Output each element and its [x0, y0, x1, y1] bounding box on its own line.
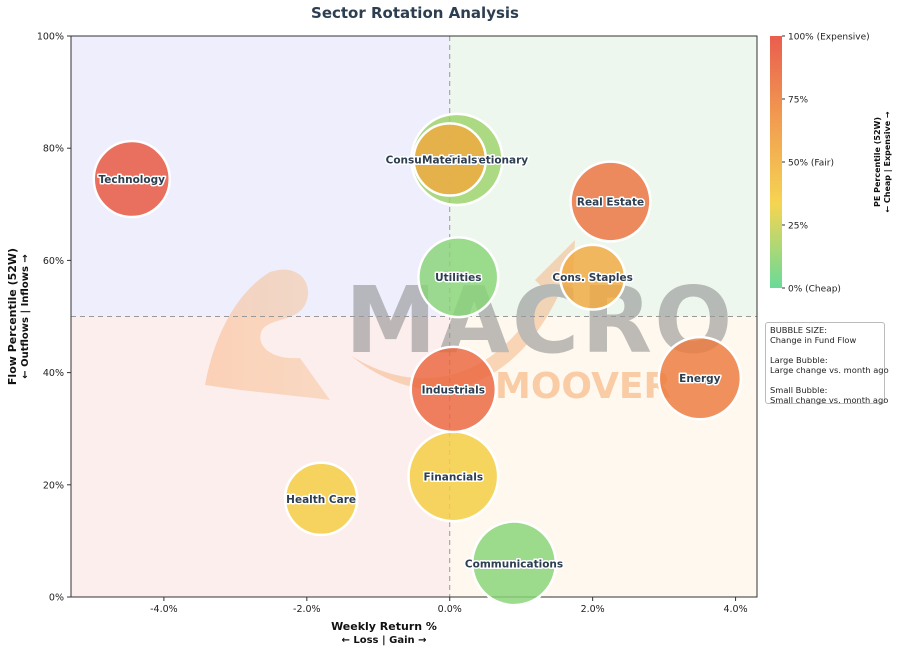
size-legend-large-desc: Large change vs. month ago — [770, 365, 889, 375]
x-tick-label: -2.0% — [293, 604, 321, 615]
y-axis-sublabel: ← Outflows | Inflows → — [20, 254, 31, 379]
pe-colorbar: 100% (Expensive) 75% 50% (Fair) 25% 0% (Chea… — [770, 33, 892, 295]
bubble-label: Materials — [422, 154, 477, 166]
watermark-arrow-icon — [350, 240, 575, 390]
bubble-point — [559, 243, 627, 311]
y-tick-label: 60% — [43, 256, 64, 267]
bubble-label: Financials — [424, 471, 484, 483]
bubble-point — [92, 139, 171, 219]
bubble-label: Industrials — [422, 384, 485, 396]
colorbar-sublabel: ← Cheap | Expensive → — [883, 111, 892, 213]
y-tick-label: 100% — [37, 32, 64, 43]
bubble-point — [657, 335, 743, 421]
bubble-size-legend: BUBBLE SIZE: Change in Fund Flow Large B… — [765, 322, 889, 405]
colorbar-tick-label: 0% (Cheap) — [788, 285, 841, 295]
bubble-label: Health Care — [286, 494, 356, 506]
colorbar-tick-label: 25% — [788, 222, 808, 232]
bubble-point — [409, 345, 498, 434]
bubble-label: Real Estate — [577, 196, 644, 208]
chart-title: Sector Rotation Analysis — [311, 4, 519, 22]
bubble-label: Energy — [679, 373, 720, 385]
bubble-point — [283, 461, 359, 537]
y-tick-label: 80% — [43, 144, 64, 155]
colorbar-gradient — [770, 36, 782, 288]
y-tick-label: 20% — [43, 480, 64, 491]
size-legend-small-title: Small Bubble: — [770, 385, 828, 395]
bubble-label: Cons. Staples — [552, 272, 632, 284]
watermark-bull-icon — [205, 269, 330, 400]
bubble-labels: Technology Consumer DiscretionaryMaterial… — [97, 153, 722, 572]
y-axis-label: Flow Percentile (52W) — [6, 248, 19, 385]
x-tick-label: -4.0% — [150, 604, 178, 615]
x-tick-label: 2.0% — [581, 604, 605, 615]
bubble-point — [569, 160, 652, 243]
bubble-point — [412, 122, 488, 197]
x-tick-label: 4.0% — [723, 604, 747, 615]
y-tick-label: 0% — [49, 593, 64, 604]
y-tick-label: 40% — [43, 368, 64, 379]
axes: -4.0% -2.0% 0.0% 2.0% 4.0% 0% 20% 40% 60% 80% 100%… — [6, 32, 758, 646]
bubble-point — [470, 520, 558, 607]
bubble-label: Technology — [99, 174, 166, 186]
bubbles — [92, 112, 743, 607]
colorbar-tick-label: 100% (Expensive) — [788, 33, 870, 43]
plot-frame — [70, 35, 758, 598]
colorbar-tick-label: 50% (Fair) — [788, 159, 834, 169]
x-axis-sublabel: ← Loss | Gain → — [342, 635, 427, 646]
bubble-label: Consumer Discretionary — [386, 154, 529, 166]
colorbar-label: PE Percentile (52W) — [873, 117, 882, 207]
x-axis-label: Weekly Return % — [331, 620, 437, 633]
size-legend-title: BUBBLE SIZE: — [770, 325, 828, 335]
bubble-label: Utilities — [435, 272, 481, 284]
size-legend-small-desc: Small change vs. month ago — [770, 395, 889, 405]
bubble-label: Communications — [465, 558, 563, 570]
watermark-text-moover: MOOVER — [495, 366, 671, 407]
bubble-point — [417, 236, 500, 319]
size-legend-large-title: Large Bubble: — [770, 355, 828, 365]
colorbar-tick-label: 75% — [788, 96, 808, 106]
x-tick-label: 0.0% — [438, 604, 462, 615]
size-legend-line1: Change in Fund Flow — [770, 335, 857, 345]
